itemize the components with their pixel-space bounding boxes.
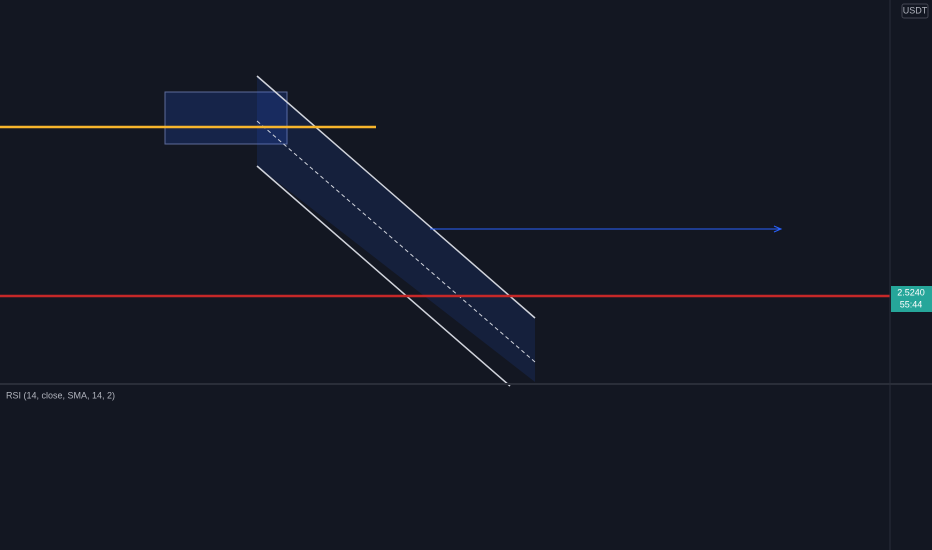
channel-fill [257,76,535,382]
rsi-title: RSI (14, close, SMA, 14, 2) [6,390,115,400]
countdown: 55:44 [900,299,923,309]
channel-mid [256,120,536,363]
range-box [164,91,288,145]
channel-bottom [256,165,511,387]
price-tag: 2.5240 [897,287,925,297]
currency: USDT [903,5,928,15]
channel-top [256,75,536,319]
target-arrow [773,225,783,233]
currency-box [901,3,929,19]
price-tag-box [891,286,932,312]
